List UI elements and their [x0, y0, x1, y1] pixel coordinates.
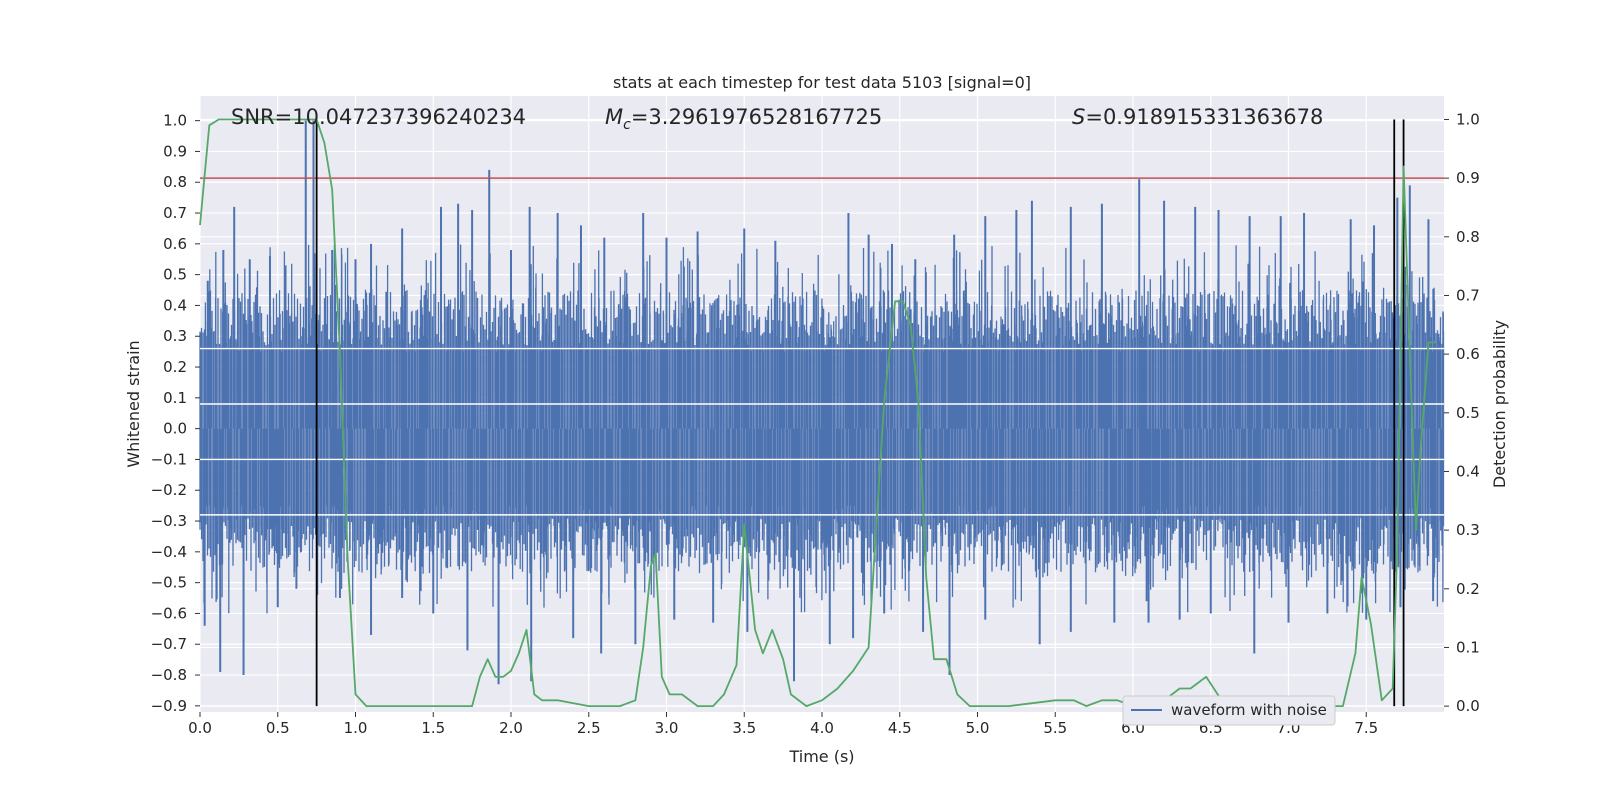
s-symbol: S — [1072, 105, 1085, 129]
y-tick-label-left: −0.2 — [151, 481, 187, 499]
y-tick-label-right: 1.0 — [1456, 110, 1480, 128]
x-tick-label: 4.5 — [888, 719, 912, 737]
legend: waveform with noise — [1122, 695, 1336, 726]
y-tick-label-right: 0.9 — [1456, 169, 1480, 187]
x-tick-label: 3.0 — [655, 719, 679, 737]
y-tick-label-left: −0.6 — [151, 604, 187, 622]
chirp-mass-annotation: Mc=3.2961976528167725 — [605, 105, 882, 133]
y-axis-label-left: Whitened strain — [124, 340, 143, 467]
x-tick-label: 1.5 — [421, 719, 445, 737]
y-tick-label-left: 0.1 — [163, 389, 187, 407]
y-tick-label-left: 0.9 — [163, 142, 187, 160]
y-tick-label-right: 0.0 — [1456, 697, 1480, 715]
x-tick-label: 7.5 — [1354, 719, 1378, 737]
x-tick-label: 5.0 — [966, 719, 990, 737]
x-tick-label: 0.0 — [188, 719, 212, 737]
chirp-mass-subscript: c — [623, 117, 631, 133]
y-tick-label-left: 0.2 — [163, 358, 187, 376]
legend-box — [1122, 695, 1336, 726]
y-tick-label-left: −0.1 — [151, 450, 187, 468]
y-tick-label-left: 0.7 — [163, 204, 187, 222]
x-tick-label: 2.0 — [499, 719, 523, 737]
chirp-mass-symbol: M — [605, 105, 623, 129]
chirp-mass-value: =3.2961976528167725 — [631, 105, 882, 129]
y-tick-label-left: 0.5 — [163, 266, 187, 284]
y-tick-label-right: 0.6 — [1456, 345, 1480, 363]
legend-label-waveform: waveform with noise — [1171, 701, 1327, 719]
x-tick-label: 0.5 — [266, 719, 290, 737]
y-tick-label-left: −0.3 — [151, 512, 187, 530]
y-tick-label-left: −0.7 — [151, 635, 187, 653]
y-tick-label-right: 0.7 — [1456, 286, 1480, 304]
x-tick-label: 5.5 — [1043, 719, 1067, 737]
y-axis-label-right: Detection probability — [1490, 320, 1509, 488]
x-axis-label: Time (s) — [788, 747, 854, 766]
y-tick-label-right: 0.4 — [1456, 462, 1480, 480]
y-tick-label-left: −0.4 — [151, 543, 187, 561]
y-tick-label-left: −0.8 — [151, 666, 187, 684]
y-tick-label-right: 0.8 — [1456, 228, 1480, 246]
axes: 0.0 0.5 1.0 1.5 2.0 2.5 3.0 3.5 4.0 4.5 5.0 5.5 6.0 6… — [151, 110, 1480, 737]
y-tick-label-left: 0.0 — [163, 420, 187, 438]
y-tick-label-left: −0.9 — [151, 697, 187, 715]
y-tick-label-left: 0.6 — [163, 235, 187, 253]
y-tick-label-right: 0.2 — [1456, 580, 1480, 598]
chart-title: stats at each timestep for test data 510… — [613, 73, 1031, 92]
y-tick-label-left: 0.4 — [163, 296, 187, 314]
y-tick-label-right: 0.5 — [1456, 404, 1480, 422]
waveform-series — [199, 120, 1445, 685]
y-tick-label-right: 0.3 — [1456, 521, 1480, 539]
s-value: =0.918915331363678 — [1085, 105, 1323, 129]
x-tick-label: 1.0 — [344, 719, 368, 737]
x-tick-label: 3.5 — [732, 719, 756, 737]
overlay-lines — [199, 118, 1444, 707]
y-tick-label-left: 0.3 — [163, 327, 187, 345]
x-tick-label: 4.0 — [810, 719, 834, 737]
x-tick-label: 2.5 — [577, 719, 601, 737]
y-tick-label-left: −0.5 — [151, 574, 187, 592]
y-tick-label-left: 0.8 — [163, 173, 187, 191]
snr-annotation: SNR=10.047237396240234 — [231, 105, 526, 129]
y-tick-label-left: 1.0 — [163, 112, 187, 130]
s-annotation: S=0.918915331363678 — [1072, 105, 1323, 129]
y-tick-label-right: 0.1 — [1456, 638, 1480, 656]
